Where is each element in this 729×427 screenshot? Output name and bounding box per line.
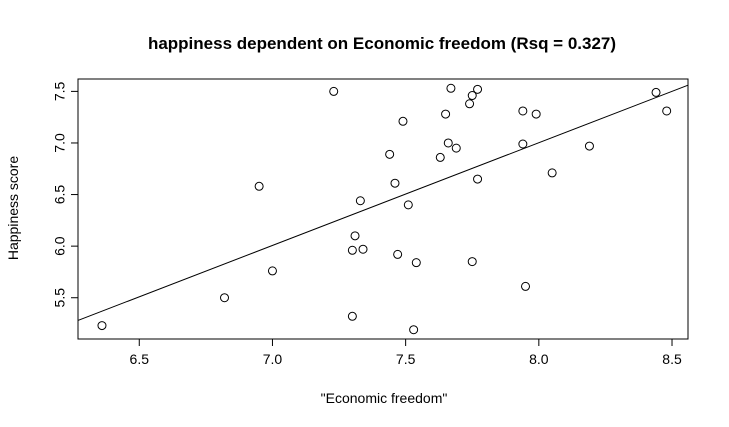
data-point — [398, 116, 408, 126]
data-point — [584, 141, 594, 151]
data-point — [531, 109, 541, 119]
data-point — [518, 106, 528, 116]
data-point — [329, 86, 339, 96]
data-point — [409, 325, 419, 335]
data-point — [267, 266, 277, 276]
x-axis: 6.5 7.0 7.5 8.0 8.5 — [130, 339, 682, 367]
data-point — [347, 311, 357, 321]
data-point — [443, 138, 453, 148]
points-layer — [97, 83, 672, 335]
chart-title: happiness dependent on Economic freedom … — [148, 34, 616, 53]
data-point — [347, 245, 357, 255]
data-point — [465, 99, 475, 109]
x-tick-label: 7.0 — [263, 351, 283, 367]
data-point — [473, 84, 483, 94]
data-point — [518, 139, 528, 149]
data-point — [390, 178, 400, 188]
y-tick-label: 6.0 — [52, 236, 68, 256]
x-axis-label: "Economic freedom" — [321, 390, 448, 406]
y-tick-label: 5.5 — [52, 288, 68, 308]
y-tick-label: 7.5 — [52, 81, 68, 101]
data-point — [254, 181, 264, 191]
data-point — [97, 321, 107, 331]
x-tick-label: 8.0 — [529, 351, 549, 367]
data-point — [350, 231, 360, 241]
y-axis-label: Happiness score — [5, 156, 21, 260]
data-point — [651, 87, 661, 97]
data-point — [355, 196, 365, 206]
data-point — [393, 249, 403, 259]
data-point — [467, 91, 477, 101]
data-point — [467, 257, 477, 267]
data-point — [358, 244, 368, 254]
x-tick-label: 7.5 — [396, 351, 416, 367]
data-point — [411, 258, 421, 268]
data-point — [662, 106, 672, 116]
data-point — [451, 143, 461, 153]
regression-line — [77, 84, 689, 321]
y-tick-label: 6.5 — [52, 185, 68, 205]
y-axis: 5.5 6.0 6.5 7.0 7.5 — [52, 81, 78, 307]
data-point — [521, 281, 531, 291]
data-point — [435, 152, 445, 162]
plot-frame — [77, 78, 689, 340]
data-point — [441, 109, 451, 119]
data-point — [446, 83, 456, 93]
data-point — [220, 293, 230, 303]
data-point — [547, 168, 557, 178]
x-tick-label: 6.5 — [130, 351, 150, 367]
data-point — [473, 174, 483, 184]
data-point — [403, 200, 413, 210]
x-tick-label: 8.5 — [662, 351, 682, 367]
data-point — [385, 149, 395, 159]
y-tick-label: 7.0 — [52, 133, 68, 153]
